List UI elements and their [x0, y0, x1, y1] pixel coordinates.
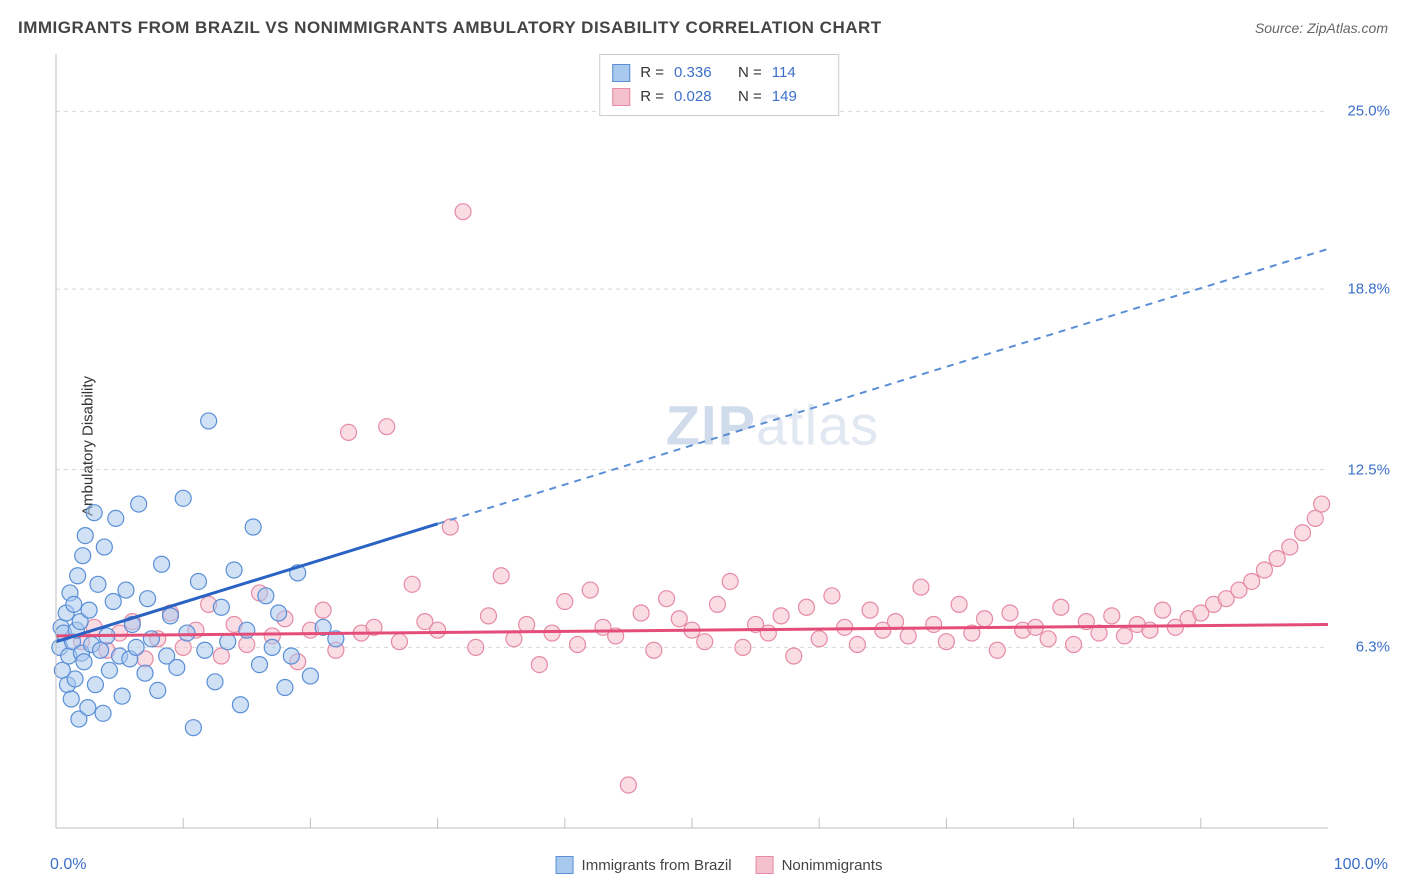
- x-axis-min-label: 0.0%: [50, 856, 86, 874]
- scatter-chart: [50, 48, 1388, 834]
- y-tick-label: 6.3%: [1356, 639, 1390, 656]
- r-label: R =: [640, 61, 664, 85]
- legend-item-a: Immigrants from Brazil: [556, 856, 732, 874]
- y-tick-label: 25.0%: [1347, 103, 1390, 120]
- legend-series: Immigrants from Brazil Nonimmigrants: [556, 856, 883, 874]
- series-a-label: Immigrants from Brazil: [582, 857, 732, 874]
- source-attribution: Source: ZipAtlas.com: [1255, 20, 1388, 36]
- legend-stats-row-b: R = 0.028 N = 149: [612, 85, 826, 109]
- y-tick-label: 18.8%: [1347, 281, 1390, 298]
- legend-swatch-b-bottom: [756, 856, 774, 874]
- x-axis-footer: 0.0% Immigrants from Brazil Nonimmigrant…: [50, 856, 1388, 874]
- source-label: Source:: [1255, 20, 1303, 36]
- chart-title: IMMIGRANTS FROM BRAZIL VS NONIMMIGRANTS …: [18, 18, 882, 38]
- r-value-a: 0.336: [674, 61, 728, 85]
- y-tick-label: 12.5%: [1347, 461, 1390, 478]
- legend-swatch-a-bottom: [556, 856, 574, 874]
- legend-stats-box: R = 0.336 N = 114 R = 0.028 N = 149: [599, 54, 839, 116]
- r-value-b: 0.028: [674, 85, 728, 109]
- legend-swatch-a: [612, 64, 630, 82]
- legend-swatch-b: [612, 88, 630, 106]
- n-label: N =: [738, 61, 762, 85]
- legend-stats-row-a: R = 0.336 N = 114: [612, 61, 826, 85]
- source-name: ZipAtlas.com: [1307, 20, 1388, 36]
- x-axis-max-label: 100.0%: [1334, 856, 1388, 874]
- series-b-label: Nonimmigrants: [782, 857, 883, 874]
- n-label: N =: [738, 85, 762, 109]
- r-label: R =: [640, 85, 664, 109]
- n-value-a: 114: [772, 61, 826, 85]
- n-value-b: 149: [772, 85, 826, 109]
- legend-item-b: Nonimmigrants: [756, 856, 883, 874]
- plot-area: ZIPatlas R = 0.336 N = 114 R = 0.028 N =…: [50, 48, 1388, 834]
